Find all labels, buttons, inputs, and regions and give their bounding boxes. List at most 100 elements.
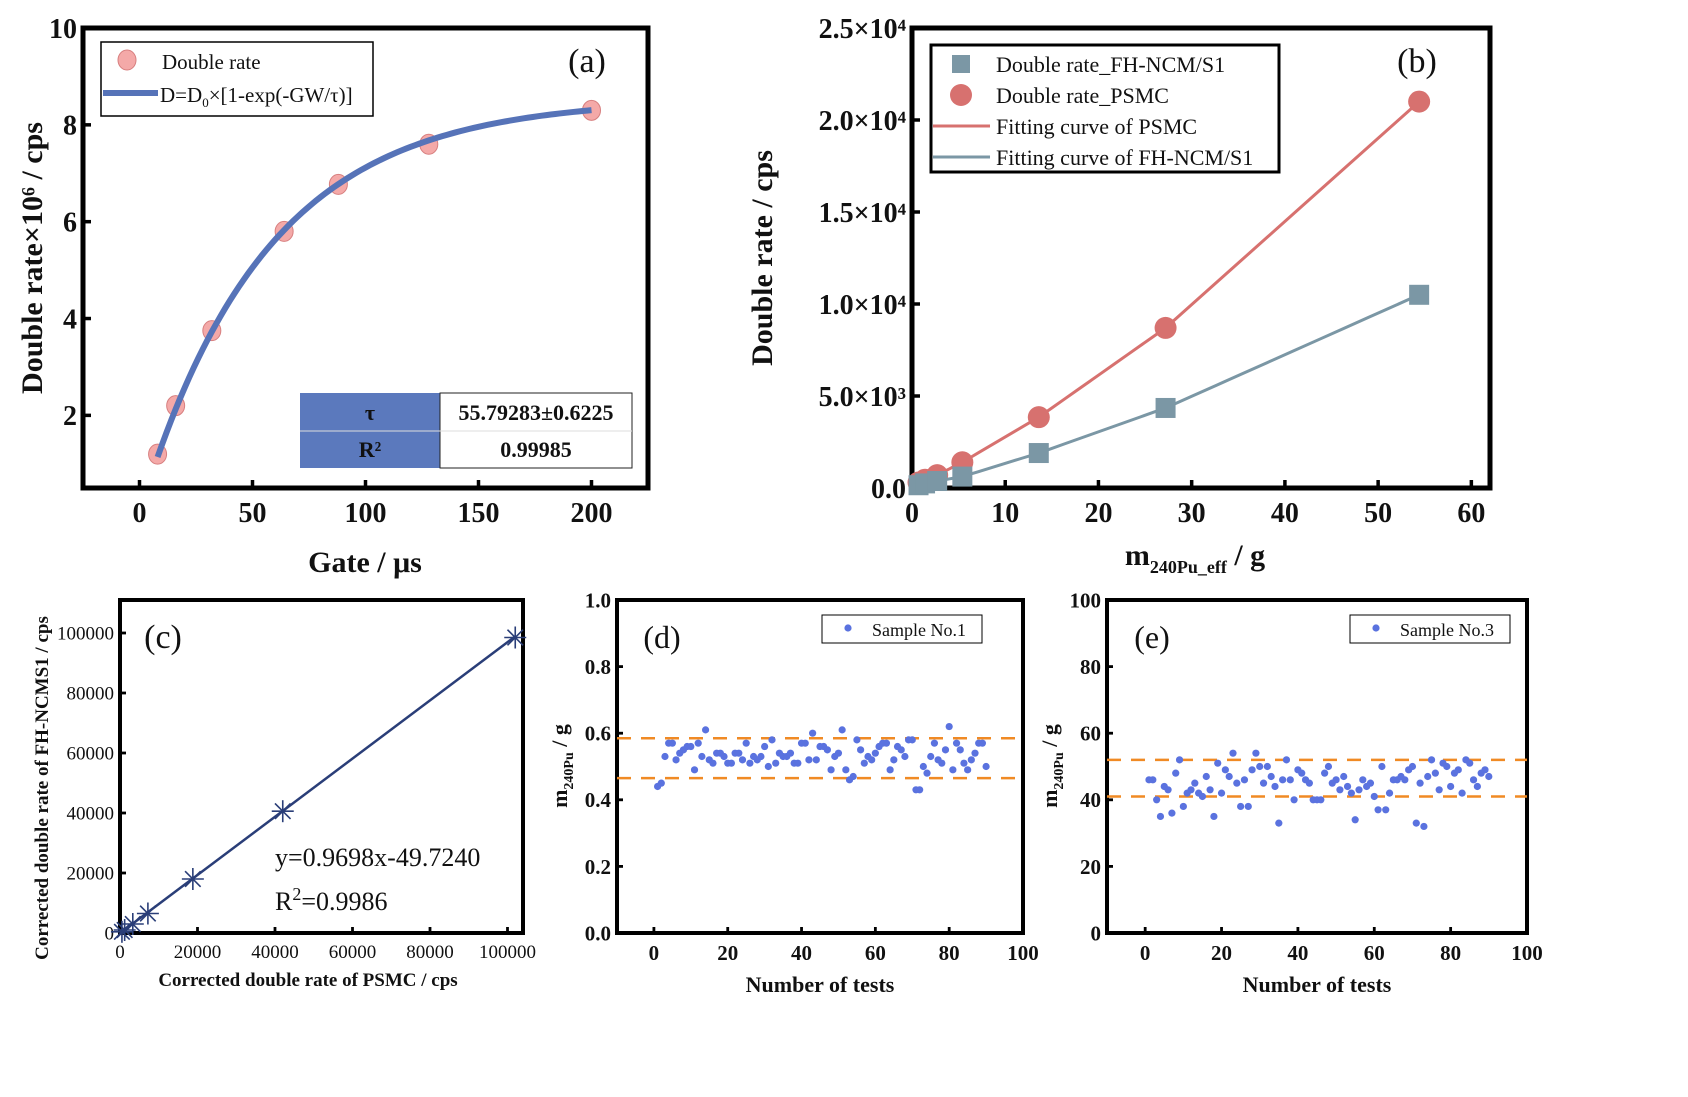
fh-ncm-data-point [927, 471, 948, 492]
data-point [805, 756, 813, 764]
asterisk-stroke [274, 802, 292, 820]
x-tick-label: 100 [1007, 941, 1039, 965]
y-tick-label: 1.0 [585, 588, 611, 612]
data-point [1153, 796, 1161, 804]
data-point [1179, 802, 1187, 811]
data-point [1187, 786, 1195, 794]
legend-box [929, 43, 1281, 174]
x-tick-label: 20 [717, 941, 738, 965]
data-point [1347, 789, 1355, 797]
y-tick-label: 60 [1080, 722, 1101, 746]
data-point [1401, 776, 1409, 784]
table-value: 0.99985 [500, 437, 572, 462]
legend-label: Double rate_PSMC [996, 83, 1169, 108]
x-tick-label: 0 [649, 941, 660, 965]
data-point [809, 729, 817, 737]
x-tick-label: 80000 [406, 942, 454, 963]
data-point [1198, 792, 1207, 801]
x-axis-label: Gate / μs [308, 546, 422, 579]
data-point [1431, 769, 1439, 777]
y-tick-label: 6 [63, 207, 77, 238]
fh-ncm-data-point [1155, 397, 1176, 418]
panel-a: 0 50 100 150 200 2 4 6 8 10 Double rate D=D0×[1-exp… [16, 14, 651, 579]
data-point [661, 752, 669, 761]
data-point [1263, 762, 1271, 771]
y-axis-label: Corrected double rate of FH-NCMS1 / cps [32, 616, 53, 960]
data-point [1271, 782, 1279, 791]
data-point [1286, 776, 1294, 784]
data-point [1435, 786, 1443, 794]
data-point [908, 736, 916, 744]
asterisk-data-point [121, 913, 144, 935]
legend-label: Sample No.3 [1400, 620, 1494, 640]
y-tick-label: 0.8 [585, 655, 611, 679]
y-tick-label: 4 [63, 304, 77, 335]
data-point [668, 739, 676, 747]
fit-curve [154, 107, 592, 458]
data-point [727, 759, 736, 767]
y-tick-label: 0.0 [585, 921, 611, 945]
data-point [1321, 769, 1329, 777]
psmc-data-point [1408, 90, 1431, 113]
data-point [982, 762, 990, 771]
panel-label: (c) [144, 619, 182, 656]
data-point [746, 759, 754, 767]
legend: Sample No.3 [1349, 614, 1511, 644]
data-point [938, 759, 946, 767]
data-point [1469, 776, 1478, 784]
x-tick-label: 100 [1511, 941, 1543, 965]
data-point [761, 742, 769, 751]
data-point [764, 762, 772, 771]
x-tick-label: 50 [239, 498, 267, 529]
data-point [823, 746, 831, 754]
fit-parameters-table: τ 55.79283±0.6225 R² 0.99985 [300, 392, 633, 469]
data-point [1447, 782, 1455, 791]
data-point [687, 742, 695, 751]
data-point [886, 766, 894, 774]
x-axis-label: m240Pu_eff / g [1125, 539, 1265, 577]
y-tick-label: 0.6 [585, 722, 611, 746]
data-point [1259, 779, 1268, 787]
data-point [1420, 822, 1428, 831]
data-point [1221, 766, 1229, 774]
asterisk-stroke [139, 905, 157, 922]
asterisk-stroke [184, 870, 202, 888]
data-point [1244, 802, 1252, 811]
data-point [1290, 796, 1298, 804]
data-point [1252, 749, 1260, 757]
data-point [868, 756, 876, 764]
data-point [853, 736, 861, 744]
data-point [1340, 772, 1348, 781]
data-point [916, 786, 924, 794]
data-point [882, 739, 891, 747]
x-tick-label: 60000 [329, 942, 377, 963]
data-point [945, 722, 953, 731]
legend-label: Double rate [162, 50, 261, 74]
y-tick-label: 40 [1080, 788, 1101, 812]
data-point [1443, 762, 1451, 771]
x-tick-label: 20 [1211, 941, 1232, 965]
data-point [1382, 806, 1390, 814]
y-tick-label: 80000 [67, 684, 115, 705]
x-tick-label: 50 [1364, 498, 1392, 529]
x-axis-label: Number of tests [746, 972, 895, 997]
y-tick-label: 0.2 [585, 855, 611, 879]
panel-c: 0 20000 40000 60000 80000 100000 0 20000 40000 60… [32, 598, 536, 991]
y-tick-label: 40000 [67, 804, 115, 825]
data-point [1378, 762, 1386, 771]
data-point [801, 739, 809, 747]
data-point [1229, 749, 1237, 757]
data-point [757, 752, 765, 761]
data-point [701, 726, 710, 734]
data-point [698, 752, 706, 761]
data-point [930, 739, 939, 747]
x-axis-label: Corrected double rate of PSMC / cps [158, 970, 457, 991]
data-point [838, 726, 846, 734]
data-point [1202, 772, 1210, 781]
panel-b: 0 10 20 30 40 50 60 0.0 5.0×10³ 1.0×10⁴ 1.5×10⁴ 2.0… [746, 14, 1493, 577]
legend: Double rate D=D0×[1-exp(-GW/τ)] [100, 41, 374, 117]
x-tick-label: 40 [1287, 941, 1308, 965]
data-point [1481, 766, 1489, 774]
legend-marker-icon [844, 624, 852, 632]
data-point [1359, 776, 1367, 784]
